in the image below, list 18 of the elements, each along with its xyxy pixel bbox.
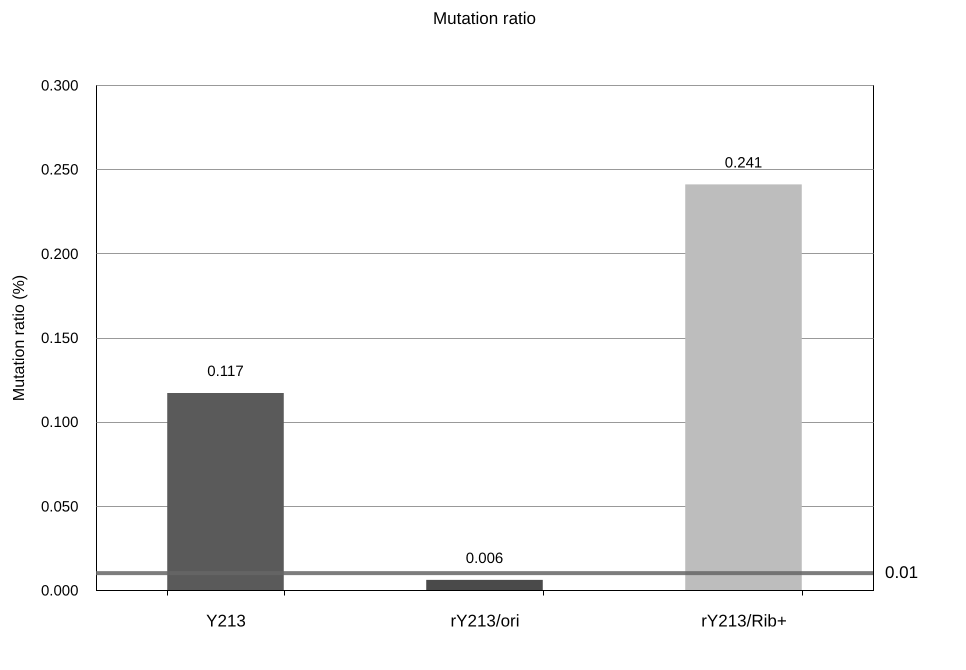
x-tick-label: Y213: [206, 612, 246, 630]
y-tick-label: 0.150: [40, 330, 78, 347]
ref-line-label: 0.01: [885, 563, 918, 582]
x-tick-label: rY213/Rib+: [701, 612, 787, 630]
data-label: 0.006: [466, 550, 504, 567]
x-tick-label: rY213/ori: [450, 612, 520, 630]
y-tick-label: 0.100: [40, 414, 78, 432]
bar: [685, 184, 802, 590]
data-label: 0.117: [207, 363, 244, 380]
y-tick-label: 0.300: [40, 78, 78, 94]
y-tick-label: 0.000: [40, 582, 78, 600]
y-tick-label: 0.250: [40, 162, 78, 179]
y-tick-label: 0.050: [40, 498, 78, 516]
y-axis-title: Mutation ratio (%): [10, 274, 28, 402]
data-label: 0.241: [724, 154, 762, 172]
bar: [426, 580, 543, 590]
chart-title: Mutation ratio: [433, 9, 536, 28]
y-tick-label: 0.200: [40, 246, 78, 263]
